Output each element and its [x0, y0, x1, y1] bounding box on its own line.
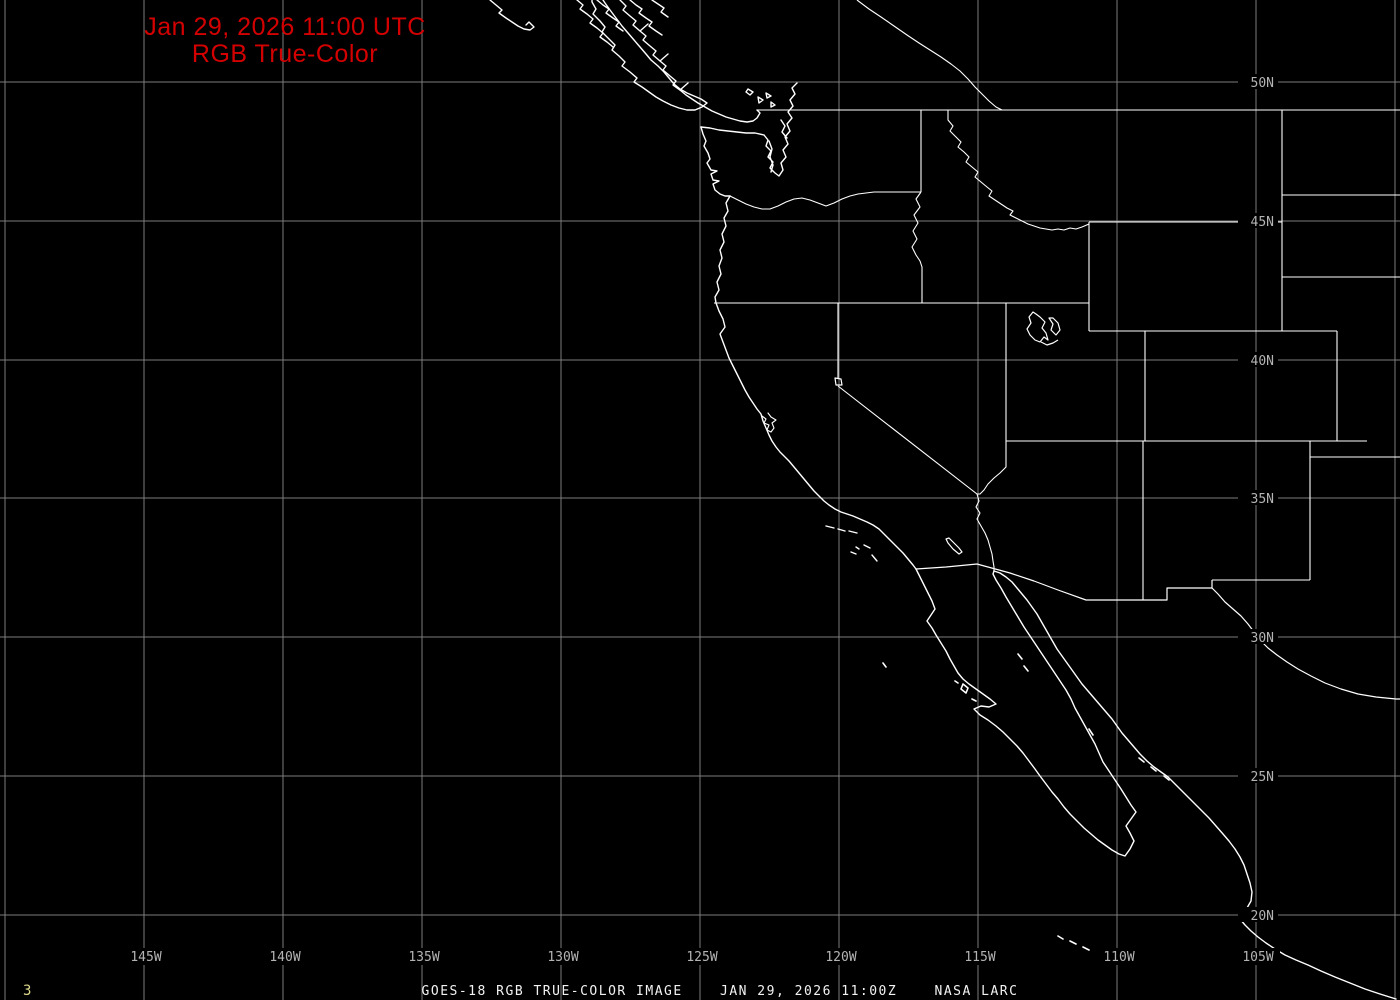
international-border: [915, 563, 1400, 700]
gulf-and-pacific-islands: [882, 653, 1170, 951]
lon-label-115w: 115W: [964, 950, 995, 965]
coastline-oregon-california: [714, 195, 917, 570]
latitude-gridlines: [0, 81, 1400, 916]
coastline-vancouver-island: [591, 0, 708, 111]
border-id-mt: [947, 110, 1090, 231]
state-borders: [714, 0, 1400, 600]
border-ca-az-colorado-river: [975, 493, 995, 571]
lat-label-30n: 30N: [1251, 631, 1274, 646]
lon-label-mask: [1234, 948, 1280, 965]
san-francisco-bay: [761, 412, 777, 433]
coastline-baja-california: [915, 568, 1137, 857]
title-product-line: RGB True-Color: [191, 40, 379, 68]
lat-label-20n: 20N: [1251, 909, 1274, 924]
lon-label-mask: [400, 948, 446, 965]
coastline-bc-archipelago: [576, 0, 669, 48]
salton-sea: [945, 537, 963, 555]
lakes: [834, 311, 1061, 555]
lat-label-mask: [1238, 352, 1278, 367]
image-caption: GOES-18 RGB TRUE-COLOR IMAGE JAN 29, 202…: [421, 984, 1019, 999]
lat-label-40n: 40N: [1251, 354, 1274, 369]
coastline-haida-gwaii: [489, 0, 535, 31]
longitude-gridlines: [4, 0, 1396, 1000]
lat-label-mask: [1238, 907, 1278, 922]
timestamp-title: Jan 29, 2026 11:00 UTC RGB True-Color: [0, 14, 570, 68]
latitude-labels: 50N 45N 40N 35N 30N 25N 20N: [1238, 74, 1278, 924]
coastline-sonora-sinaloa: [993, 570, 1397, 1000]
san-juan-islands: [745, 88, 776, 108]
lon-label-110w: 110W: [1103, 950, 1134, 965]
border-wa-or-columbia-river: [729, 191, 921, 210]
lat-label-35n: 35N: [1251, 492, 1274, 507]
lat-label-mask: [1238, 213, 1278, 228]
lon-label-mask: [678, 948, 724, 965]
coastline-washington: [700, 126, 731, 197]
lat-label-mask: [1238, 490, 1278, 505]
lon-label-120w: 120W: [825, 950, 856, 965]
lon-label-145w: 145W: [130, 950, 161, 965]
border-us-mexico: [915, 563, 1212, 601]
coastline-bc-mainland: [619, 0, 761, 123]
lon-label-mask: [261, 948, 307, 965]
lon-label-mask: [122, 948, 168, 965]
lon-label-mask: [539, 948, 585, 965]
lat-label-mask: [1238, 629, 1278, 644]
lon-label-130w: 130W: [547, 950, 578, 965]
channel-islands: [825, 525, 878, 562]
border-bc-alberta: [856, 0, 1003, 111]
title-date-line: Jan 29, 2026 11:00 UTC: [144, 13, 426, 41]
great-salt-lake: [1026, 311, 1061, 346]
lake-tahoe: [834, 377, 843, 386]
border-rio-grande: [1211, 580, 1400, 700]
lat-label-mask: [1238, 768, 1278, 783]
coastline-olympic-peninsula: [700, 126, 765, 136]
lon-label-105w: 105W: [1242, 950, 1273, 965]
lat-label-25n: 25N: [1251, 770, 1274, 785]
lon-label-140w: 140W: [269, 950, 300, 965]
lat-label-mask: [1238, 74, 1278, 89]
longitude-labels: 145W 140W 135W 130W 125W 120W 115W 110W …: [122, 948, 1280, 965]
lon-label-mask: [1095, 948, 1141, 965]
border-nv-az-colorado-river: [977, 441, 1007, 495]
lon-label-125w: 125W: [686, 950, 717, 965]
lat-label-50n: 50N: [1251, 76, 1274, 91]
border-straight-lines: [714, 110, 1400, 600]
lat-label-45n: 45N: [1251, 215, 1274, 230]
puget-sound: [763, 82, 798, 177]
lon-label-mask: [956, 948, 1002, 965]
lon-label-135w: 135W: [408, 950, 439, 965]
lon-label-mask: [817, 948, 863, 965]
coastlines: [489, 0, 1397, 1000]
frame-number: 3: [23, 983, 32, 999]
border-or-id-snake-river: [911, 191, 923, 303]
